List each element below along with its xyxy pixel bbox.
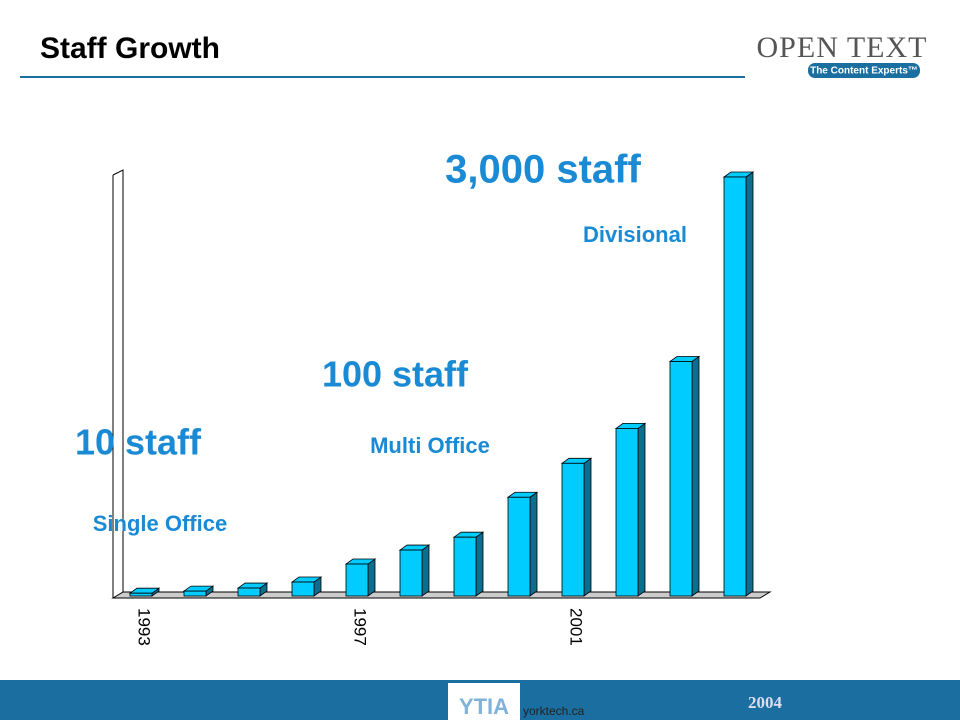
- bar-side: [475, 531, 484, 597]
- footer-badge-box: [448, 683, 520, 720]
- bar: [669, 361, 693, 597]
- annotation: 100 staff: [322, 354, 469, 395]
- bar: [453, 536, 477, 597]
- bar: [615, 427, 639, 597]
- bar: [561, 462, 585, 597]
- annotation: Single Office: [93, 511, 227, 536]
- bar: [399, 549, 423, 597]
- bar: [723, 176, 747, 597]
- x-tick-label: 1993: [135, 608, 154, 646]
- bar: [237, 587, 261, 597]
- annotation: Multi Office: [370, 433, 490, 458]
- annotation: Divisional: [583, 222, 687, 247]
- logo-pill: [808, 63, 920, 78]
- slide-title: Staff Growth: [40, 32, 220, 65]
- bar-side: [745, 171, 754, 597]
- floor: [111, 591, 772, 599]
- x-tick-label: 1997: [351, 608, 370, 646]
- bar: [507, 496, 531, 597]
- bar-side: [691, 355, 700, 597]
- x-tick-label: 2001: [567, 608, 586, 646]
- annotation: 3,000 staff: [445, 148, 641, 192]
- bar-side: [583, 457, 592, 597]
- back-wall: [112, 169, 124, 592]
- bar: [291, 581, 315, 597]
- logo: OPEN TEXT: [757, 31, 928, 64]
- footer-badge: YTIA: [459, 694, 509, 719]
- bar-side: [529, 491, 538, 597]
- bar: [129, 592, 153, 597]
- bar: [183, 590, 207, 597]
- bar-side: [367, 558, 376, 597]
- annotation: 10 staff: [75, 422, 202, 463]
- bar: [345, 563, 369, 597]
- bar-side: [421, 544, 430, 597]
- footer-site: yorktech.ca: [523, 704, 585, 718]
- footer-year: 2004: [748, 693, 783, 712]
- logo-tagline: The Content Experts™: [810, 66, 918, 77]
- bar-side: [637, 422, 646, 597]
